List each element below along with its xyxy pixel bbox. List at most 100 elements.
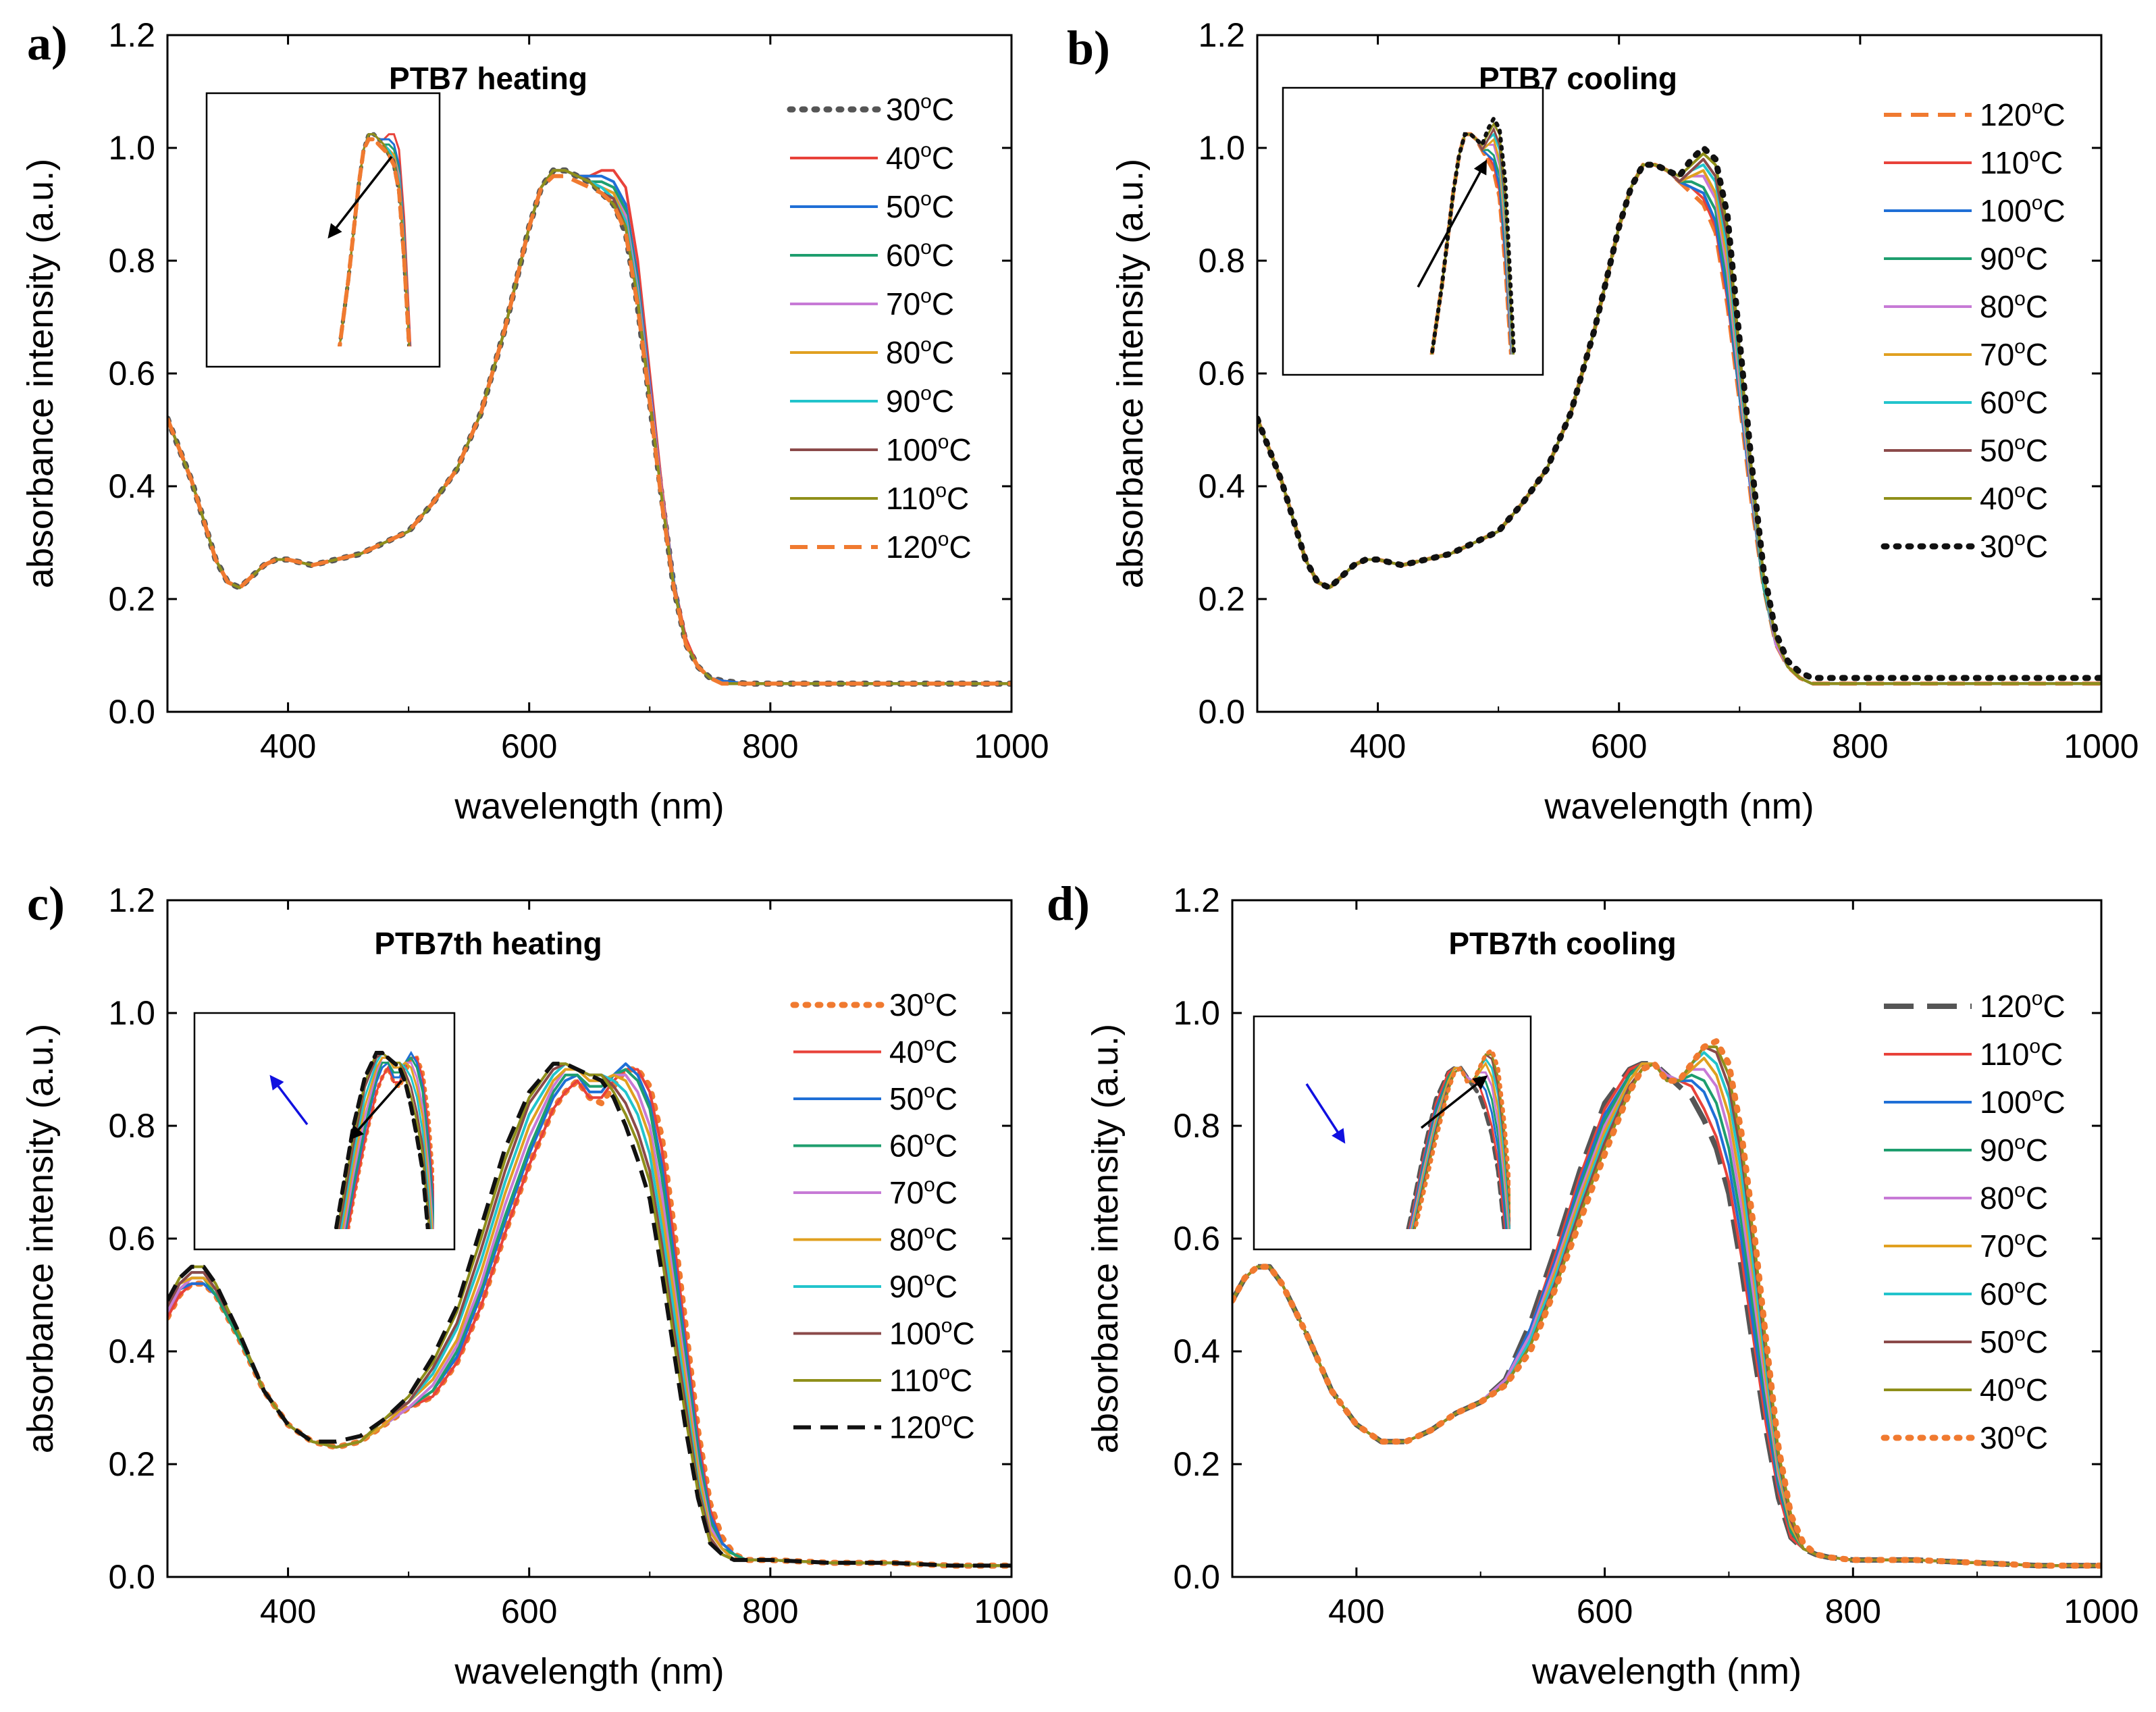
inset-lines bbox=[1406, 1047, 1510, 1229]
legend-label: 40oC bbox=[1980, 1371, 2048, 1407]
y-tick-label: 1.2 bbox=[1173, 881, 1220, 919]
x-tick-label: 1000 bbox=[974, 1592, 1049, 1630]
legend-label: 80oC bbox=[1980, 288, 2048, 324]
y-axis-title: absorbance intensity (a.u.) bbox=[20, 1024, 61, 1453]
inset-line-90 bbox=[340, 1051, 432, 1229]
legend-label: 90oC bbox=[889, 1268, 957, 1304]
inset-lines bbox=[337, 132, 412, 346]
inset-arrow bbox=[349, 1079, 403, 1141]
y-tick-label: 0.6 bbox=[108, 1220, 155, 1257]
y-tick-label: 0.4 bbox=[108, 467, 155, 505]
chart-panel-2: b) 400 600 800 1000 0.0 0.2 0.4 0.6 0.8 1.0 1.2 wave… bbox=[1067, 16, 2139, 827]
panel-letter: a) bbox=[27, 16, 68, 70]
chart-title: PTB7 heating bbox=[389, 61, 587, 96]
legend: 30oC 40oC 50oC 60oC 70oC 80oC 90oC 100oC 110oC 12… bbox=[787, 90, 972, 565]
inset-arrow bbox=[269, 1074, 309, 1126]
y-tick-label: 0.4 bbox=[1198, 467, 1245, 505]
legend-label: 110oC bbox=[1980, 144, 2063, 180]
inset bbox=[1282, 86, 1544, 376]
y-tick-label: 0.2 bbox=[1173, 1445, 1220, 1483]
inset-line-70 bbox=[343, 1056, 434, 1229]
legend: 30oC 40oC 50oC 60oC 70oC 80oC 90oC 100oC 110oC 12… bbox=[790, 986, 975, 1445]
inset bbox=[1253, 1015, 1532, 1251]
y-tick-label: 0.6 bbox=[1173, 1220, 1220, 1257]
panel-letter: b) bbox=[1067, 21, 1110, 75]
y-tick-label: 1.2 bbox=[108, 16, 155, 54]
x-axis-title: wavelength (nm) bbox=[1544, 786, 1814, 827]
y-tick-label: 1.0 bbox=[108, 129, 155, 167]
y-tick-label: 1.2 bbox=[108, 881, 155, 919]
inset-line-120 bbox=[1406, 1066, 1506, 1229]
x-tick-label: 600 bbox=[1591, 727, 1647, 765]
x-tick-label: 1000 bbox=[974, 727, 1049, 765]
legend-label: 90oC bbox=[1980, 240, 2048, 276]
y-tick-label: 1.2 bbox=[1198, 16, 1245, 54]
legend-label: 60oC bbox=[1980, 1275, 2048, 1312]
y-tick-label: 0.4 bbox=[108, 1332, 155, 1370]
x-tick-label: 800 bbox=[1832, 727, 1888, 765]
y-axis-title: absorbance intensity (a.u.) bbox=[1085, 1024, 1126, 1453]
legend-label: 120oC bbox=[1980, 987, 2066, 1024]
series-lines bbox=[1232, 1038, 2101, 1569]
y-tick-label: 0.8 bbox=[1198, 242, 1245, 280]
y-tick-label: 0.8 bbox=[108, 242, 155, 280]
inset bbox=[205, 92, 441, 368]
x-tick-label: 600 bbox=[501, 727, 557, 765]
chart-title: PTB7th cooling bbox=[1448, 926, 1676, 961]
y-tick-label: 0.2 bbox=[108, 580, 155, 618]
chart-panel-1: a) 400 600 800 1000 0.0 0.2 0.4 0.6 0.8 1.0 1.2 wave… bbox=[20, 16, 1049, 827]
y-tick-label: 0.0 bbox=[1198, 693, 1245, 731]
legend-label: 80oC bbox=[886, 334, 954, 370]
inset-line-100 bbox=[338, 1052, 431, 1229]
inset-line-30 bbox=[1413, 1047, 1510, 1229]
legend-label: 30oC bbox=[889, 986, 957, 1022]
legend-label: 30oC bbox=[886, 90, 954, 127]
inset-line-40 bbox=[346, 1056, 434, 1229]
x-tick-label: 800 bbox=[742, 1592, 798, 1630]
legend-label: 90oC bbox=[886, 382, 954, 419]
legend-label: 40oC bbox=[889, 1033, 957, 1070]
legend-label: 120oC bbox=[889, 1409, 975, 1445]
x-tick-label: 1000 bbox=[2063, 727, 2138, 765]
legend-label: 100oC bbox=[1980, 192, 2066, 228]
legend-label: 50oC bbox=[889, 1080, 957, 1116]
legend-label: 30oC bbox=[1980, 527, 2048, 564]
y-tick-label: 0.2 bbox=[1198, 580, 1245, 618]
y-tick-label: 0.8 bbox=[1173, 1107, 1220, 1145]
legend-label: 60oC bbox=[1980, 384, 2048, 420]
x-tick-label: 400 bbox=[1350, 727, 1406, 765]
legend-label: 40oC bbox=[1980, 479, 2048, 516]
chart-panel-4: d) 400 600 800 1000 0.0 0.2 0.4 0.6 0.8 1.0 1.2 wave… bbox=[1047, 877, 2139, 1692]
series-line-30 bbox=[1232, 1038, 2101, 1569]
y-tick-label: 0.0 bbox=[1173, 1558, 1220, 1596]
y-tick-label: 1.0 bbox=[1198, 129, 1245, 167]
inset-line-80 bbox=[1410, 1066, 1510, 1229]
x-tick-label: 1000 bbox=[2063, 1592, 2138, 1630]
legend-label: 50oC bbox=[1980, 432, 2048, 468]
series-lines bbox=[167, 1062, 1011, 1569]
inset-line-120 bbox=[337, 137, 412, 346]
series-line-30 bbox=[1257, 145, 2101, 681]
legend-label: 70oC bbox=[1980, 1227, 2048, 1264]
inset-line-60 bbox=[344, 1056, 434, 1229]
inset-arrow bbox=[327, 155, 393, 239]
legend: 120oC 110oC 100oC 90oC 80oC 70oC 60oC 50oC 40oC 3… bbox=[1881, 987, 2066, 1455]
x-tick-label: 400 bbox=[260, 1592, 316, 1630]
x-axis-title: wavelength (nm) bbox=[454, 1651, 724, 1692]
legend-label: 100oC bbox=[1980, 1083, 2066, 1120]
legend-label: 120oC bbox=[1980, 96, 2066, 132]
y-tick-label: 0.8 bbox=[108, 1107, 155, 1145]
chart-title: PTB7th heating bbox=[374, 926, 602, 961]
legend-label: 60oC bbox=[886, 236, 954, 273]
x-tick-label: 400 bbox=[260, 727, 316, 765]
inset-line-80 bbox=[341, 1056, 433, 1229]
series-lines bbox=[1257, 145, 2101, 686]
inset-lines bbox=[1429, 114, 1517, 355]
y-axis-title: absorbance intensity (a.u.) bbox=[20, 159, 61, 588]
legend-label: 70oC bbox=[889, 1174, 957, 1210]
x-tick-label: 800 bbox=[1825, 1592, 1881, 1630]
y-tick-label: 0.2 bbox=[108, 1445, 155, 1483]
y-tick-label: 0.0 bbox=[108, 693, 155, 731]
series-line-120 bbox=[167, 174, 1011, 686]
